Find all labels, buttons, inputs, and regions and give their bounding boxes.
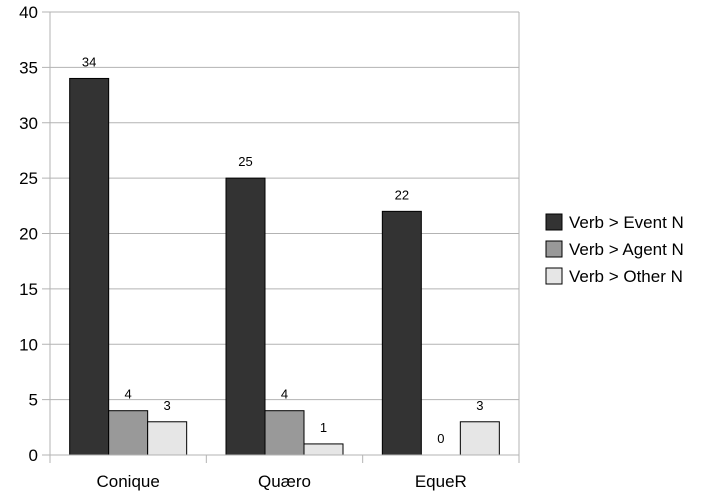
data-label: 4 [281,387,288,402]
gridlines [49,11,520,456]
y-tick-label: 30 [19,114,38,133]
data-label: 22 [395,187,409,202]
y-tick-label: 35 [19,58,38,77]
data-label: 0 [437,431,444,446]
legend-swatch [545,240,563,258]
legend: Verb > Event N Verb > Agent N Verb > Other… [545,213,684,286]
x-tick-label: Quæro [258,472,311,491]
y-tick-label: 10 [19,335,38,354]
bar [225,177,266,456]
x-axis: Conique Quæro EqueR [49,454,520,491]
bar [303,443,344,456]
data-label: 4 [125,387,132,402]
data-labels: 34 4 3 25 4 1 22 0 3 [82,54,484,446]
bar [108,410,149,456]
data-label: 3 [476,398,483,413]
y-tick-label: 20 [19,225,38,244]
bar [381,210,422,456]
x-tick-label: Conique [97,472,160,491]
bar [69,77,110,456]
y-tick-label: 40 [19,3,38,22]
y-axis-ticks: 0 5 10 15 20 25 30 35 40 [19,3,50,465]
legend-label: Verb > Event N [569,213,684,232]
y-tick-label: 25 [19,169,38,188]
x-tick-label: EqueR [415,472,467,491]
y-tick-label: 15 [19,280,38,299]
bar [147,421,188,456]
legend-swatch [545,267,563,285]
legend-label: Verb > Agent N [569,240,684,259]
y-tick-label: 5 [29,391,38,410]
bars [69,77,500,456]
data-label: 3 [164,398,171,413]
legend-label: Verb > Other N [569,267,683,286]
bar [459,421,500,456]
bar [264,410,305,456]
data-label: 25 [238,154,252,169]
y-tick-label: 0 [29,446,38,465]
data-label: 34 [82,54,96,69]
data-label: 1 [320,420,327,435]
legend-swatch [545,213,563,231]
